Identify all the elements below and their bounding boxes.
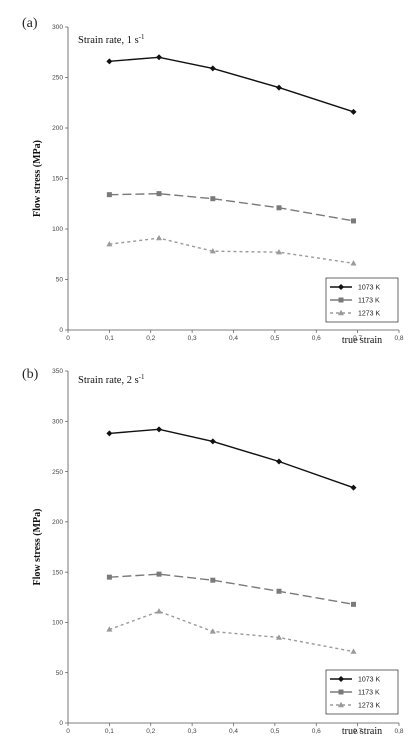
- chart-title-superscript: -1: [139, 33, 145, 41]
- series-line: [109, 610, 354, 653]
- data-point: [156, 234, 163, 241]
- data-point: [209, 248, 216, 254]
- x-tick-label: 0,1: [105, 335, 114, 342]
- data-point: [209, 65, 216, 72]
- data-point: [156, 54, 163, 61]
- chart-title-superscript: -1: [139, 373, 145, 381]
- chart-title: Strain rate, 1 s-1: [78, 33, 145, 46]
- legend-marker: [338, 689, 344, 695]
- data-point: [350, 484, 357, 491]
- legend-marker: [338, 676, 344, 682]
- x-tick-label: 0: [66, 728, 70, 735]
- legend-label: 1273 K: [358, 311, 381, 318]
- data-point: [106, 626, 113, 632]
- x-axis-title: true strain: [342, 726, 382, 737]
- x-tick-label: 0,5: [270, 335, 279, 342]
- data-point: [350, 601, 356, 607]
- y-tick-label: 100: [52, 226, 63, 233]
- data-point: [350, 108, 357, 115]
- data-point: [106, 574, 112, 580]
- x-tick-label: 0,2: [146, 728, 155, 735]
- y-tick-label: 0: [59, 327, 63, 334]
- y-tick-label: 150: [52, 176, 63, 183]
- x-tick-label: 0,2: [146, 335, 155, 342]
- x-tick-label: 0,4: [229, 335, 238, 342]
- x-tick-label: 0,8: [394, 728, 403, 735]
- data-point: [276, 458, 283, 465]
- y-tick-label: 250: [52, 75, 63, 82]
- chart-panel: (a) 0 50 100 150 200 250 300 0 0,1 0,2 0,3 0,4 0,5 0,6…: [22, 16, 404, 346]
- legend-label: 1173 K: [358, 298, 380, 305]
- y-tick-label: 200: [52, 125, 63, 132]
- data-point: [350, 648, 357, 654]
- data-point: [106, 58, 113, 65]
- x-tick-label: 0,7: [353, 335, 362, 342]
- data-point: [156, 571, 162, 577]
- y-tick-label: 100: [52, 620, 63, 627]
- legend-marker: [338, 284, 344, 290]
- x-tick-label: 0,8: [394, 335, 403, 342]
- data-point: [156, 191, 162, 197]
- y-tick-label: 300: [52, 24, 63, 31]
- y-tick-label: 200: [52, 519, 63, 526]
- series-line: [109, 237, 354, 264]
- data-point: [106, 192, 112, 198]
- data-point: [276, 84, 283, 91]
- legend-marker: [338, 297, 344, 303]
- data-point: [276, 634, 283, 640]
- legend-marker: [338, 701, 344, 708]
- data-point: [276, 588, 282, 594]
- panel-label: (a): [22, 16, 38, 31]
- data-point: [350, 218, 356, 224]
- series-line: [109, 573, 354, 605]
- x-tick-label: 0,6: [312, 728, 321, 735]
- x-axis-title: true strain: [342, 335, 382, 346]
- x-tick-label: 0,5: [270, 728, 279, 735]
- series-line: [109, 56, 354, 113]
- x-tick-label: 0,3: [188, 335, 197, 342]
- data-point: [276, 205, 282, 211]
- series-line: [109, 428, 354, 489]
- y-tick-label: 50: [56, 670, 64, 677]
- y-tick-label: 350: [52, 368, 63, 375]
- data-point: [276, 249, 283, 255]
- x-tick-label: 0,3: [188, 728, 197, 735]
- data-point: [210, 577, 216, 583]
- chart-panel: (b) 0 50 100 150 200 250 300 350 0 0,1 0,2 0,3 0,4 0,5…: [22, 367, 404, 737]
- x-tick-label: 0,1: [105, 728, 114, 735]
- data-point: [106, 430, 113, 437]
- data-point: [209, 438, 216, 445]
- legend-label: 1073 K: [358, 285, 381, 292]
- x-tick-label: 0,7: [353, 728, 362, 735]
- data-point: [106, 240, 113, 247]
- legend-label: 1273 K: [358, 703, 381, 710]
- y-tick-label: 250: [52, 469, 63, 476]
- data-point: [350, 260, 357, 266]
- legend-marker: [338, 309, 344, 316]
- y-axis-title: Flow stress (MPa): [32, 140, 43, 217]
- y-tick-label: 300: [52, 418, 63, 425]
- legend-label: 1073 K: [358, 677, 381, 684]
- y-tick-label: 0: [59, 720, 63, 727]
- data-point: [210, 196, 216, 202]
- x-tick-label: 0,4: [229, 728, 238, 735]
- legend-label: 1173 K: [358, 690, 380, 697]
- data-point: [156, 426, 163, 433]
- series-line: [109, 192, 354, 222]
- x-tick-label: 0: [66, 335, 70, 342]
- y-tick-label: 150: [52, 569, 63, 576]
- data-point: [156, 608, 163, 614]
- data-point: [209, 628, 216, 634]
- chart-title: Strain rate, 2 s-1: [78, 373, 145, 386]
- panel-label: (b): [22, 367, 39, 382]
- y-tick-label: 50: [56, 277, 64, 284]
- y-axis-title: Flow stress (MPa): [32, 508, 43, 585]
- x-tick-label: 0,6: [312, 335, 321, 342]
